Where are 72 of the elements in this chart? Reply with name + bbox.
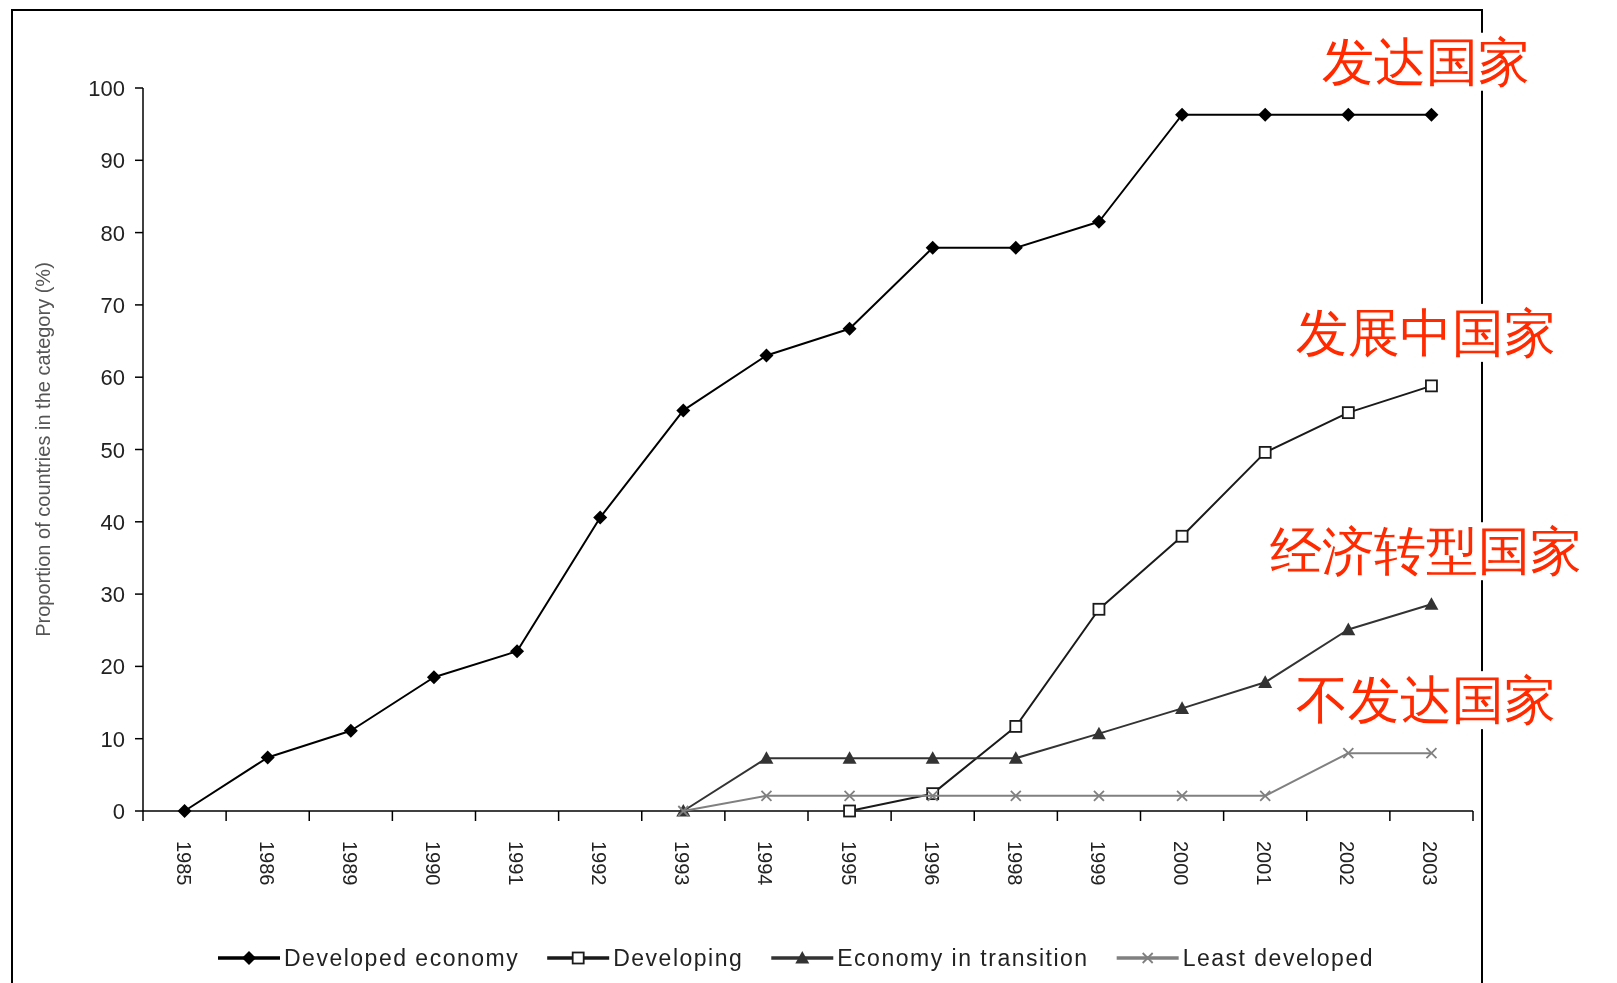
point bbox=[925, 751, 940, 764]
point bbox=[843, 789, 856, 802]
point bbox=[1425, 379, 1438, 393]
x-tick-label: 1989 bbox=[338, 841, 361, 886]
point bbox=[1009, 789, 1022, 802]
point bbox=[1258, 445, 1272, 459]
point bbox=[1092, 602, 1106, 616]
y-tick-label: 60 bbox=[100, 365, 125, 391]
point bbox=[260, 750, 275, 765]
legend-label: Developing bbox=[613, 945, 744, 971]
x-tick-label: 1993 bbox=[671, 841, 694, 886]
point bbox=[676, 403, 691, 418]
y-tick-label: 20 bbox=[100, 654, 125, 680]
point bbox=[925, 240, 940, 255]
x-tick-label: 2003 bbox=[1419, 841, 1442, 886]
point bbox=[1341, 406, 1355, 420]
y-tick-label: 100 bbox=[88, 76, 125, 101]
x-tick-label: 1985 bbox=[172, 841, 195, 886]
point bbox=[1424, 107, 1439, 122]
y-tick-label: 50 bbox=[100, 437, 125, 463]
point bbox=[1008, 240, 1023, 255]
point bbox=[1093, 789, 1105, 802]
y-tick-label: 90 bbox=[100, 148, 125, 174]
point bbox=[1258, 107, 1273, 122]
point bbox=[510, 644, 525, 659]
x-tick-label: 1996 bbox=[920, 841, 943, 886]
point bbox=[1008, 751, 1023, 764]
point bbox=[426, 670, 441, 685]
legend-label: Economy in transition bbox=[837, 945, 1089, 971]
x-tick-label: 1986 bbox=[255, 841, 278, 886]
point bbox=[759, 751, 774, 764]
point bbox=[1091, 726, 1106, 740]
x-tick-label: 1995 bbox=[837, 841, 860, 886]
x-tick-label: 1999 bbox=[1086, 841, 1109, 886]
point bbox=[343, 723, 358, 738]
point bbox=[593, 510, 608, 525]
point bbox=[842, 751, 857, 764]
point bbox=[1175, 529, 1189, 543]
point bbox=[1091, 214, 1106, 229]
x-tick-label: 2002 bbox=[1336, 841, 1359, 886]
x-tick-label: 1994 bbox=[754, 841, 777, 886]
x-tick-label: 2001 bbox=[1253, 841, 1276, 886]
point bbox=[1341, 107, 1356, 122]
point bbox=[1175, 107, 1190, 122]
point bbox=[177, 804, 192, 818]
point bbox=[1424, 597, 1439, 610]
x-tick-label: 1998 bbox=[1003, 841, 1026, 886]
y-tick-label: 10 bbox=[100, 726, 125, 752]
y-tick-label: 70 bbox=[100, 292, 125, 318]
x-tick-label: 2000 bbox=[1170, 841, 1193, 886]
point bbox=[1009, 720, 1023, 733]
x-tick-label: 1992 bbox=[588, 841, 611, 886]
y-tick-label: 0 bbox=[112, 799, 125, 824]
point bbox=[1258, 675, 1273, 688]
x-tick-label: 1991 bbox=[505, 841, 528, 886]
point bbox=[1259, 789, 1272, 802]
point bbox=[759, 348, 774, 363]
y-tick-label: 80 bbox=[100, 220, 125, 246]
y-tick-label: 40 bbox=[100, 509, 125, 535]
point bbox=[1176, 789, 1188, 802]
legend-label: Least developed bbox=[1182, 945, 1374, 971]
x-tick-label: 1990 bbox=[421, 841, 444, 886]
point bbox=[1341, 622, 1356, 636]
point bbox=[1425, 747, 1438, 760]
point bbox=[1342, 747, 1355, 760]
y-axis-title: Proportion of countries in the category (%) bbox=[32, 262, 54, 637]
y-tick-label: 30 bbox=[100, 582, 125, 608]
point bbox=[1175, 701, 1190, 714]
point bbox=[843, 804, 856, 818]
legend-label: Developed economy bbox=[284, 945, 520, 971]
point bbox=[842, 321, 857, 336]
point bbox=[760, 789, 773, 802]
